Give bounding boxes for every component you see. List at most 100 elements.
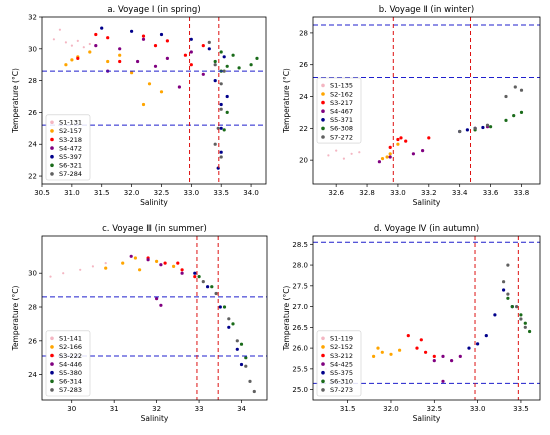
legend-box [316,330,362,397]
plot-area [313,236,540,400]
data-point-4-1 [129,254,133,258]
data-point-6-2 [489,125,493,129]
data-point-6-7 [255,56,259,61]
data-point-3-1 [388,145,392,149]
data-point-7-5 [244,364,248,368]
x-tick-label: 31.5 [94,189,110,197]
data-point-2-3 [389,352,393,356]
x-tick-label: 34.0 [243,189,259,197]
data-point-2-4 [106,59,110,64]
legend-box [45,330,91,397]
data-point-6-4 [512,114,516,118]
y-tick-label: 20 [299,157,308,165]
data-point-4-3 [411,152,415,156]
legend-marker [321,109,325,113]
data-point-4-3 [450,359,454,363]
x-axis-label: Salinity [413,414,441,423]
data-point-7-6 [506,263,510,267]
data-point-2-4 [396,142,400,146]
data-point-2-6 [138,268,142,272]
legend-label: S7-273 [330,386,353,394]
data-point-5-8 [219,126,223,130]
data-point-6-1 [506,296,510,300]
data-point-1-2 [64,41,67,44]
data-point-2-3 [133,256,137,260]
data-point-5-4 [227,325,231,329]
data-point-6-5 [239,342,244,346]
x-tick-label: 32.6 [328,189,344,197]
x-tick-label: 33 [195,405,204,413]
legend-marker [50,336,54,341]
y-axis-label: Temperature (°C) [282,286,291,352]
legend-marker [321,100,325,105]
legend-marker [321,345,325,349]
legend-marker [321,353,325,358]
x-tick-label: 33.6 [483,189,499,197]
y-tick-label: 25.0 [292,386,308,394]
data-point-1-5 [358,151,361,154]
legend-marker [50,370,54,375]
data-point-1-1 [327,154,330,157]
x-tick-label: 33.0 [390,189,406,197]
data-point-7-4 [504,94,508,99]
data-point-7-5 [513,85,517,89]
legend-marker [321,126,325,131]
y-axis-label: Temperature (°C) [11,68,20,134]
legend-marker [321,92,325,96]
data-point-1-5 [104,262,107,265]
data-point-5-11 [225,94,229,99]
data-point-4-4 [180,271,184,275]
data-point-2-8 [141,102,146,107]
data-point-2-1 [380,157,385,161]
data-point-2-3 [88,50,92,54]
data-point-1-4 [91,265,94,268]
legend-marker [50,120,54,125]
data-point-6-3 [504,118,508,122]
x-tick-label: 33.4 [452,189,468,197]
x-tick-label: 32.5 [427,405,443,413]
y-tick-label: 32 [28,14,37,22]
legend-label: S7-284 [59,170,82,178]
data-point-7-7 [252,389,256,394]
data-point-4-3 [136,59,140,64]
legend-marker [50,137,54,142]
data-point-5-9 [219,150,223,154]
legend-label: S5-371 [330,116,353,124]
data-point-5-4 [481,125,485,130]
legend-label: S7-272 [330,133,353,141]
x-tick-label: 32.0 [124,189,140,197]
data-point-2-5 [130,71,134,75]
x-tick-label: 33.5 [213,189,229,197]
legend-marker [321,362,325,366]
data-point-5-5 [235,347,239,351]
data-point-1-4 [76,39,79,43]
data-point-4-6 [159,303,163,307]
data-point-4-5 [165,56,169,61]
data-point-3-5 [419,338,423,342]
data-point-4-4 [421,149,425,153]
legend: S1-135S2-162S3-217S4-467S5-371S6-308S7-2… [316,77,362,144]
data-point-1-7 [88,42,91,46]
data-point-7-3 [515,305,519,309]
data-point-5-5 [502,288,506,292]
data-point-7-4 [519,317,523,321]
data-point-2-3 [388,152,392,156]
legend-label: S4-446 [59,360,82,368]
legend-label: S4-467 [330,108,353,116]
panel-2: 32.6 32.8 33.0 33.2 33.4 33.6 33.8 20 22 24 26 28 b.… [282,5,541,207]
legend-label: S6-308 [330,125,353,133]
legend-marker [50,353,54,358]
x-tick-label: 33.0 [184,189,200,197]
data-point-7-8 [222,69,226,73]
data-point-3-6 [183,53,187,57]
data-point-7-3 [485,123,490,127]
data-point-2-6 [147,82,152,86]
data-point-6-2 [210,285,214,289]
data-point-4-1 [377,160,381,164]
data-point-7-2 [506,292,510,296]
legend-marker [50,129,54,133]
data-point-5-7 [219,102,223,107]
data-point-4-7 [189,50,193,54]
legend-label: S3-218 [59,136,82,144]
data-point-6-1 [213,59,217,64]
